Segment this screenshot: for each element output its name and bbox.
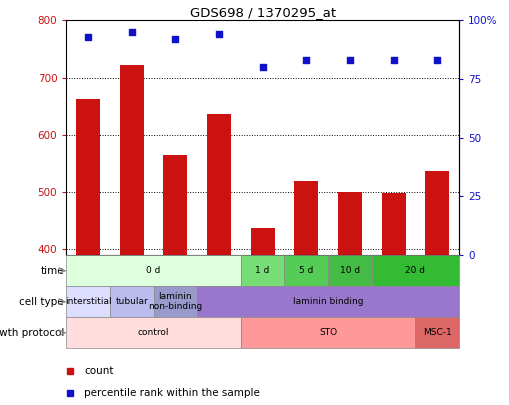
Bar [240,317,414,348]
Point [127,29,135,35]
Text: tubular: tubular [115,297,148,306]
Bar [153,286,197,317]
Text: time: time [40,266,64,276]
Text: STO: STO [319,328,336,337]
Text: interstitial: interstitial [65,297,111,306]
Bar [294,181,318,255]
Text: 1 d: 1 d [255,266,269,275]
Bar [425,171,448,255]
Point [84,34,92,40]
Text: count: count [84,366,113,375]
Point [302,57,310,64]
Point [214,31,222,38]
Bar [250,228,274,255]
Text: laminin binding: laminin binding [292,297,362,306]
Text: 20 d: 20 d [405,266,425,275]
Bar [414,317,458,348]
Bar [120,65,144,255]
Text: cell type: cell type [19,297,64,307]
Point [432,57,440,64]
Bar [66,255,240,286]
Bar [207,114,231,255]
Bar [197,286,458,317]
Title: GDS698 / 1370295_at: GDS698 / 1370295_at [189,6,335,19]
Bar [337,192,361,255]
Bar [327,255,371,286]
Text: 5 d: 5 d [298,266,313,275]
Point [389,57,397,64]
Point [258,64,266,70]
Bar [371,255,458,286]
Text: control: control [137,328,169,337]
Bar [66,317,240,348]
Text: laminin
non-binding: laminin non-binding [148,292,202,311]
Text: 0 d: 0 d [146,266,160,275]
Text: MSC-1: MSC-1 [422,328,450,337]
Bar [240,255,284,286]
Point [171,36,179,42]
Point [345,57,353,64]
Text: percentile rank within the sample: percentile rank within the sample [84,388,260,398]
Bar [284,255,327,286]
Bar [76,99,100,255]
Bar [66,286,110,317]
Bar [381,193,405,255]
Text: 10 d: 10 d [339,266,359,275]
Bar [110,286,153,317]
Text: growth protocol: growth protocol [0,328,64,338]
Bar [163,155,187,255]
